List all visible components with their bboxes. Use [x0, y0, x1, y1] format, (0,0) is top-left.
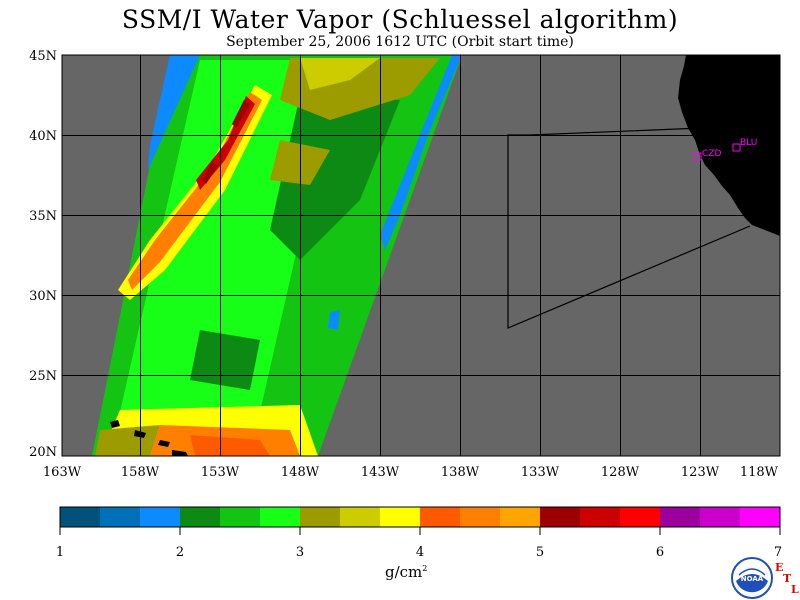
- colorbar-tick-label: 4: [416, 545, 424, 560]
- south-olive: [95, 425, 160, 456]
- etl-letter-e: E: [775, 561, 784, 574]
- colorbar-ticks: 1 2 3 4 5 6 7: [56, 527, 782, 560]
- colorbar-swatch: [540, 507, 581, 527]
- colorbar-swatch: [620, 507, 661, 527]
- region-outline: [507, 127, 751, 329]
- lat-label: 30N: [29, 289, 57, 304]
- station-label: CZD: [702, 149, 721, 159]
- colorbar-tick-label: 6: [656, 545, 664, 560]
- colorbar-unit: g/cm2: [385, 563, 427, 581]
- etl-letter-l: L: [791, 583, 799, 596]
- colorbar-swatch: [580, 507, 621, 527]
- colorbar-swatch: [180, 507, 221, 527]
- lon-label: 153W: [201, 465, 240, 480]
- colorbar-swatch: [420, 507, 461, 527]
- swath-yellow-1: [300, 58, 380, 90]
- swath-blue-west: [148, 55, 200, 170]
- plume-core: [232, 100, 250, 128]
- colorbar-tick-label: 5: [536, 545, 544, 560]
- colorbar-swatch: [740, 507, 781, 527]
- plot-frame: [61, 54, 781, 457]
- hawaii-island-4: [172, 450, 188, 456]
- lon-label: 143W: [361, 465, 400, 480]
- colorbar-swatch: [100, 507, 141, 527]
- lat-label: 25N: [29, 369, 57, 384]
- colorbar: [60, 507, 781, 527]
- colorbar-tick-label: 1: [56, 545, 64, 560]
- colorbar-swatch: [300, 507, 341, 527]
- colorbar-swatch: [220, 507, 261, 527]
- colorbar-tick-label: 7: [774, 545, 782, 560]
- lon-label: 158W: [121, 465, 160, 480]
- colorbar-swatch: [700, 507, 741, 527]
- colorbar-swatch: [500, 507, 541, 527]
- noaa-logo: NOAA: [731, 557, 773, 599]
- swath-blue-dot: [328, 310, 340, 330]
- colorbar-tick-label: 3: [296, 545, 304, 560]
- colorbar-swatch: [60, 507, 101, 527]
- lon-axis: 163W 158W 153W 148W 143W 138W 133W 128W …: [43, 465, 779, 480]
- lat-label: 35N: [29, 209, 57, 224]
- lat-axis: 45N 40N 35N 30N 25N 20N: [29, 49, 57, 460]
- lon-label: 123W: [681, 465, 720, 480]
- etl-letter-t: T: [783, 572, 792, 585]
- plume-core-2: [202, 162, 218, 184]
- station-marker: [732, 143, 741, 152]
- lon-label: 118W: [740, 465, 779, 480]
- lat-label: 45N: [29, 49, 57, 64]
- unit-sup: 2: [422, 564, 428, 573]
- swath-blue-east: [380, 55, 462, 250]
- colorbar-swatch: [140, 507, 181, 527]
- colorbar-swatch: [340, 507, 381, 527]
- lat-label: 20N: [29, 445, 57, 460]
- colorbar-swatch: [260, 507, 301, 527]
- swath-dark-green-2: [190, 330, 260, 390]
- lon-label: 128W: [601, 465, 640, 480]
- lon-label: 133W: [521, 465, 560, 480]
- hawaii-island-3: [158, 440, 170, 447]
- swath-layer: [62, 55, 780, 456]
- graticule: [62, 55, 780, 456]
- map-title: SSM/I Water Vapor (Schluessel algorithm): [121, 5, 679, 34]
- station-marker: [693, 152, 702, 161]
- hawaii-island-1: [110, 420, 120, 428]
- lon-label: 163W: [43, 465, 82, 480]
- unit-main: g/cm: [385, 563, 423, 581]
- station-czd: CZD: [693, 149, 721, 161]
- station-label: BLU: [740, 138, 757, 148]
- swath-dark-green-1: [270, 95, 400, 260]
- lat-label: 40N: [29, 129, 57, 144]
- south-red: [190, 435, 270, 456]
- station-blu: BLU: [732, 138, 757, 152]
- land-north-america: [678, 55, 780, 236]
- noaa-logo-text: NOAA: [741, 575, 764, 583]
- colorbar-swatch: [380, 507, 421, 527]
- map-subtitle: September 25, 2006 1612 UTC (Orbit start…: [226, 34, 574, 50]
- lon-label: 138W: [441, 465, 480, 480]
- colorbar-swatch: [660, 507, 701, 527]
- colorbar-swatch: [460, 507, 501, 527]
- lon-label: 148W: [281, 465, 320, 480]
- colorbar-tick-label: 2: [176, 545, 184, 560]
